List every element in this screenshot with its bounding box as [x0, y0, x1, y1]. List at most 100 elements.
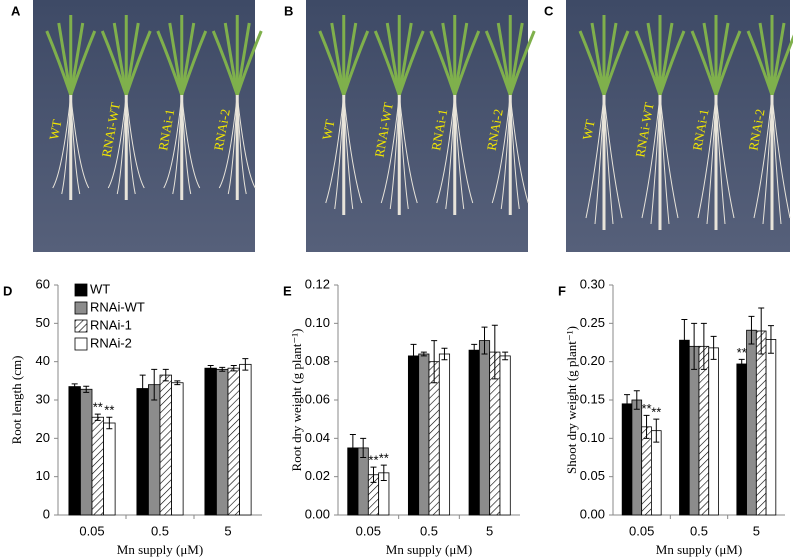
plant-label: RNAi-2	[484, 108, 506, 152]
plant	[211, 15, 263, 200]
legend-label: RNAi-1	[90, 317, 132, 332]
error-bar	[83, 385, 90, 393]
legend-swatch	[74, 283, 88, 297]
plant	[484, 15, 536, 215]
x-tick-label: 0.5	[151, 523, 169, 538]
root	[641, 94, 661, 219]
leaf	[69, 30, 97, 96]
bar	[80, 388, 93, 516]
error-bar	[94, 413, 101, 421]
x-axis-label: Mn supply (μM)	[656, 542, 742, 557]
bar	[621, 403, 633, 516]
significance: **	[641, 401, 651, 416]
bar	[204, 367, 217, 516]
root	[52, 94, 72, 189]
bar	[679, 339, 690, 516]
root	[343, 94, 354, 210]
bar	[688, 345, 700, 516]
y-tick-label: 0.10	[580, 430, 605, 445]
plant	[45, 15, 97, 200]
y-tick-label: 0.02	[305, 468, 330, 483]
root	[125, 94, 145, 189]
error-bar	[230, 365, 237, 372]
error-bar	[219, 366, 226, 372]
error-bar	[441, 347, 448, 361]
x-tick-label: 5	[753, 523, 760, 538]
leaf	[658, 30, 686, 96]
bar	[708, 347, 719, 516]
error-bar	[139, 374, 146, 403]
root	[107, 94, 127, 189]
root	[325, 94, 345, 204]
bar	[68, 386, 81, 516]
error-bar	[410, 343, 417, 368]
plant-label: RNAi-2	[211, 108, 233, 152]
root	[70, 94, 90, 189]
error-bar	[162, 368, 169, 382]
root	[218, 94, 238, 189]
leaf	[124, 30, 152, 96]
error-bar	[767, 325, 774, 354]
bar	[468, 349, 480, 516]
bar	[103, 422, 116, 516]
bar	[239, 363, 252, 516]
error-bar	[758, 307, 765, 355]
legend-swatch	[74, 301, 88, 315]
plant	[578, 15, 630, 230]
root	[603, 94, 614, 225]
root	[163, 94, 183, 189]
panel-label: B	[284, 3, 293, 18]
root	[659, 94, 679, 219]
y-tick-label: 30	[36, 391, 50, 406]
panel-label: E	[283, 283, 292, 298]
panel-label: A	[11, 3, 21, 18]
error-bar	[691, 322, 698, 370]
x-tick-label: 5	[224, 523, 231, 538]
y-axis-label: Root length (cm)	[9, 356, 24, 445]
leaf	[397, 30, 425, 96]
root	[454, 94, 474, 204]
plant-label: WT	[46, 118, 64, 141]
leaf	[770, 34, 793, 96]
error-bar	[471, 343, 478, 357]
plant	[318, 15, 370, 215]
root	[715, 94, 735, 219]
significance: **	[104, 403, 114, 418]
x-axis-label: Mn supply (μM)	[386, 542, 472, 557]
plant-label: RNAi-2	[745, 108, 767, 152]
bar	[478, 340, 491, 516]
error-bar	[420, 351, 427, 357]
y-tick-label: 40	[36, 353, 50, 368]
bar	[428, 361, 440, 516]
leaf	[235, 30, 263, 96]
error-bar	[738, 358, 745, 370]
bar	[746, 329, 757, 516]
bar	[736, 363, 747, 516]
y-tick-label: 0.05	[580, 468, 605, 483]
root	[398, 94, 418, 204]
leaf	[508, 30, 536, 96]
significance: **	[737, 345, 747, 360]
significance: **	[379, 451, 389, 466]
legend-label: WT	[90, 281, 110, 296]
error-bar	[502, 351, 509, 361]
y-tick-label: 10	[36, 468, 50, 483]
legend-label: RNAi-WT	[90, 299, 145, 314]
bar	[227, 367, 240, 516]
error-bar	[624, 394, 631, 414]
bar	[91, 416, 104, 516]
root	[509, 94, 520, 210]
root	[181, 94, 201, 189]
y-tick-label: 0	[43, 506, 50, 521]
error-bar	[643, 414, 650, 439]
error-bar	[633, 390, 640, 410]
legend-label: RNAi-2	[90, 335, 132, 350]
x-tick-label: 0.5	[690, 523, 708, 538]
leaf	[602, 30, 630, 96]
bar	[407, 355, 420, 516]
y-tick-label: 0.30	[580, 276, 605, 291]
bar	[499, 355, 511, 516]
y-tick-label: 0.06	[305, 391, 330, 406]
bar	[631, 399, 643, 516]
